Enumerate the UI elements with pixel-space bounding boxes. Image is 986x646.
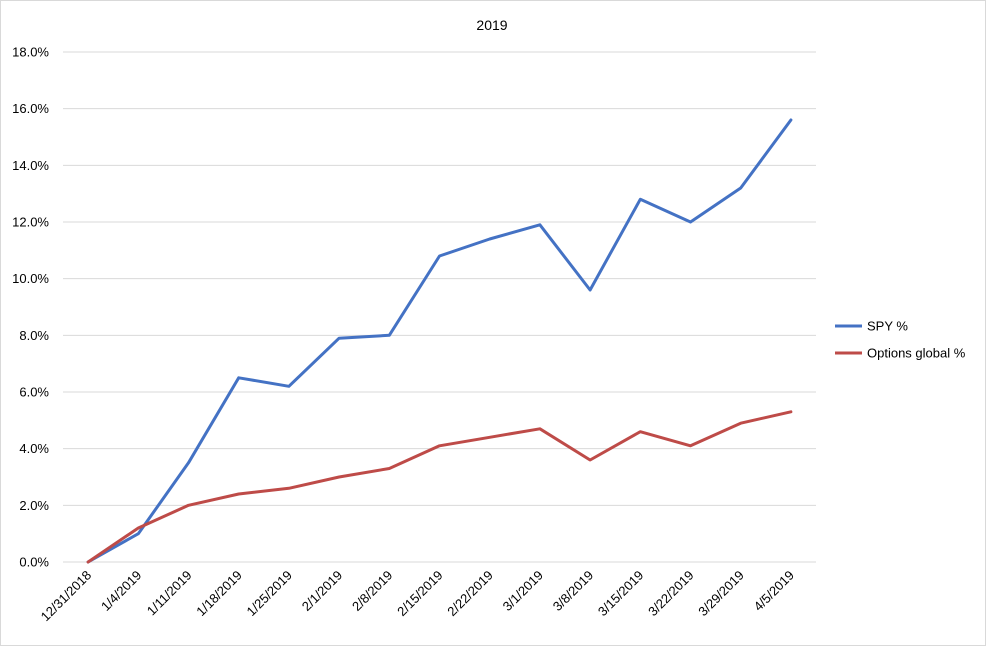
y-tick-label: 14.0%	[12, 158, 49, 173]
x-axis-ticks: 12/31/2018 1/4/2019 1/11/20191/18/20191/25…	[38, 568, 797, 625]
series-line-options-global	[86, 410, 793, 564]
y-tick-label: 16.0%	[12, 101, 49, 116]
gridlines	[63, 51, 816, 563]
series-lines	[86, 118, 793, 564]
y-axis-ticks: 0.0% 2.0% 4.0% 6.0% 8.0% 10.0% 12.0% 14.0% 16.0%…	[12, 45, 49, 570]
y-tick-label: 6.0%	[19, 385, 49, 400]
y-tick-label: 8.0%	[19, 328, 49, 343]
x-tick-label: 1/4/2019	[98, 568, 144, 614]
legend: SPY % Options global %	[835, 319, 966, 361]
x-tick-label: 3/1/2019	[500, 568, 546, 614]
x-tick-label: 3/15/2019	[595, 568, 647, 620]
series-line-spy	[86, 118, 793, 564]
x-tick-label: 3/29/2019	[695, 568, 747, 620]
legend-label: Options global %	[867, 346, 966, 361]
x-tick-label: 3/8/2019	[550, 568, 596, 614]
y-tick-label: 10.0%	[12, 271, 49, 286]
legend-label: SPY %	[867, 319, 908, 334]
y-tick-label: 12.0%	[12, 215, 49, 230]
x-tick-label: 4/5/2019	[751, 568, 797, 614]
x-tick-label: 2/15/2019	[394, 568, 446, 620]
y-tick-label: 4.0%	[19, 441, 49, 456]
y-tick-label: 0.0%	[19, 555, 49, 570]
y-tick-label: 18.0%	[12, 45, 49, 60]
x-tick-label: 1/18/2019	[193, 568, 245, 620]
x-tick-label: 1/25/2019	[244, 568, 296, 620]
x-tick-label: 1/11/2019	[144, 568, 195, 619]
x-tick-label: 2/22/2019	[444, 568, 496, 620]
chart-title: 2019	[476, 17, 507, 33]
x-tick-label: 2/8/2019	[349, 568, 395, 614]
x-tick-label: 12/31/2018	[38, 568, 95, 625]
x-tick-label: 3/22/2019	[645, 568, 697, 620]
y-tick-label: 2.0%	[19, 498, 49, 513]
x-tick-label: 2/1/2019	[299, 568, 345, 614]
